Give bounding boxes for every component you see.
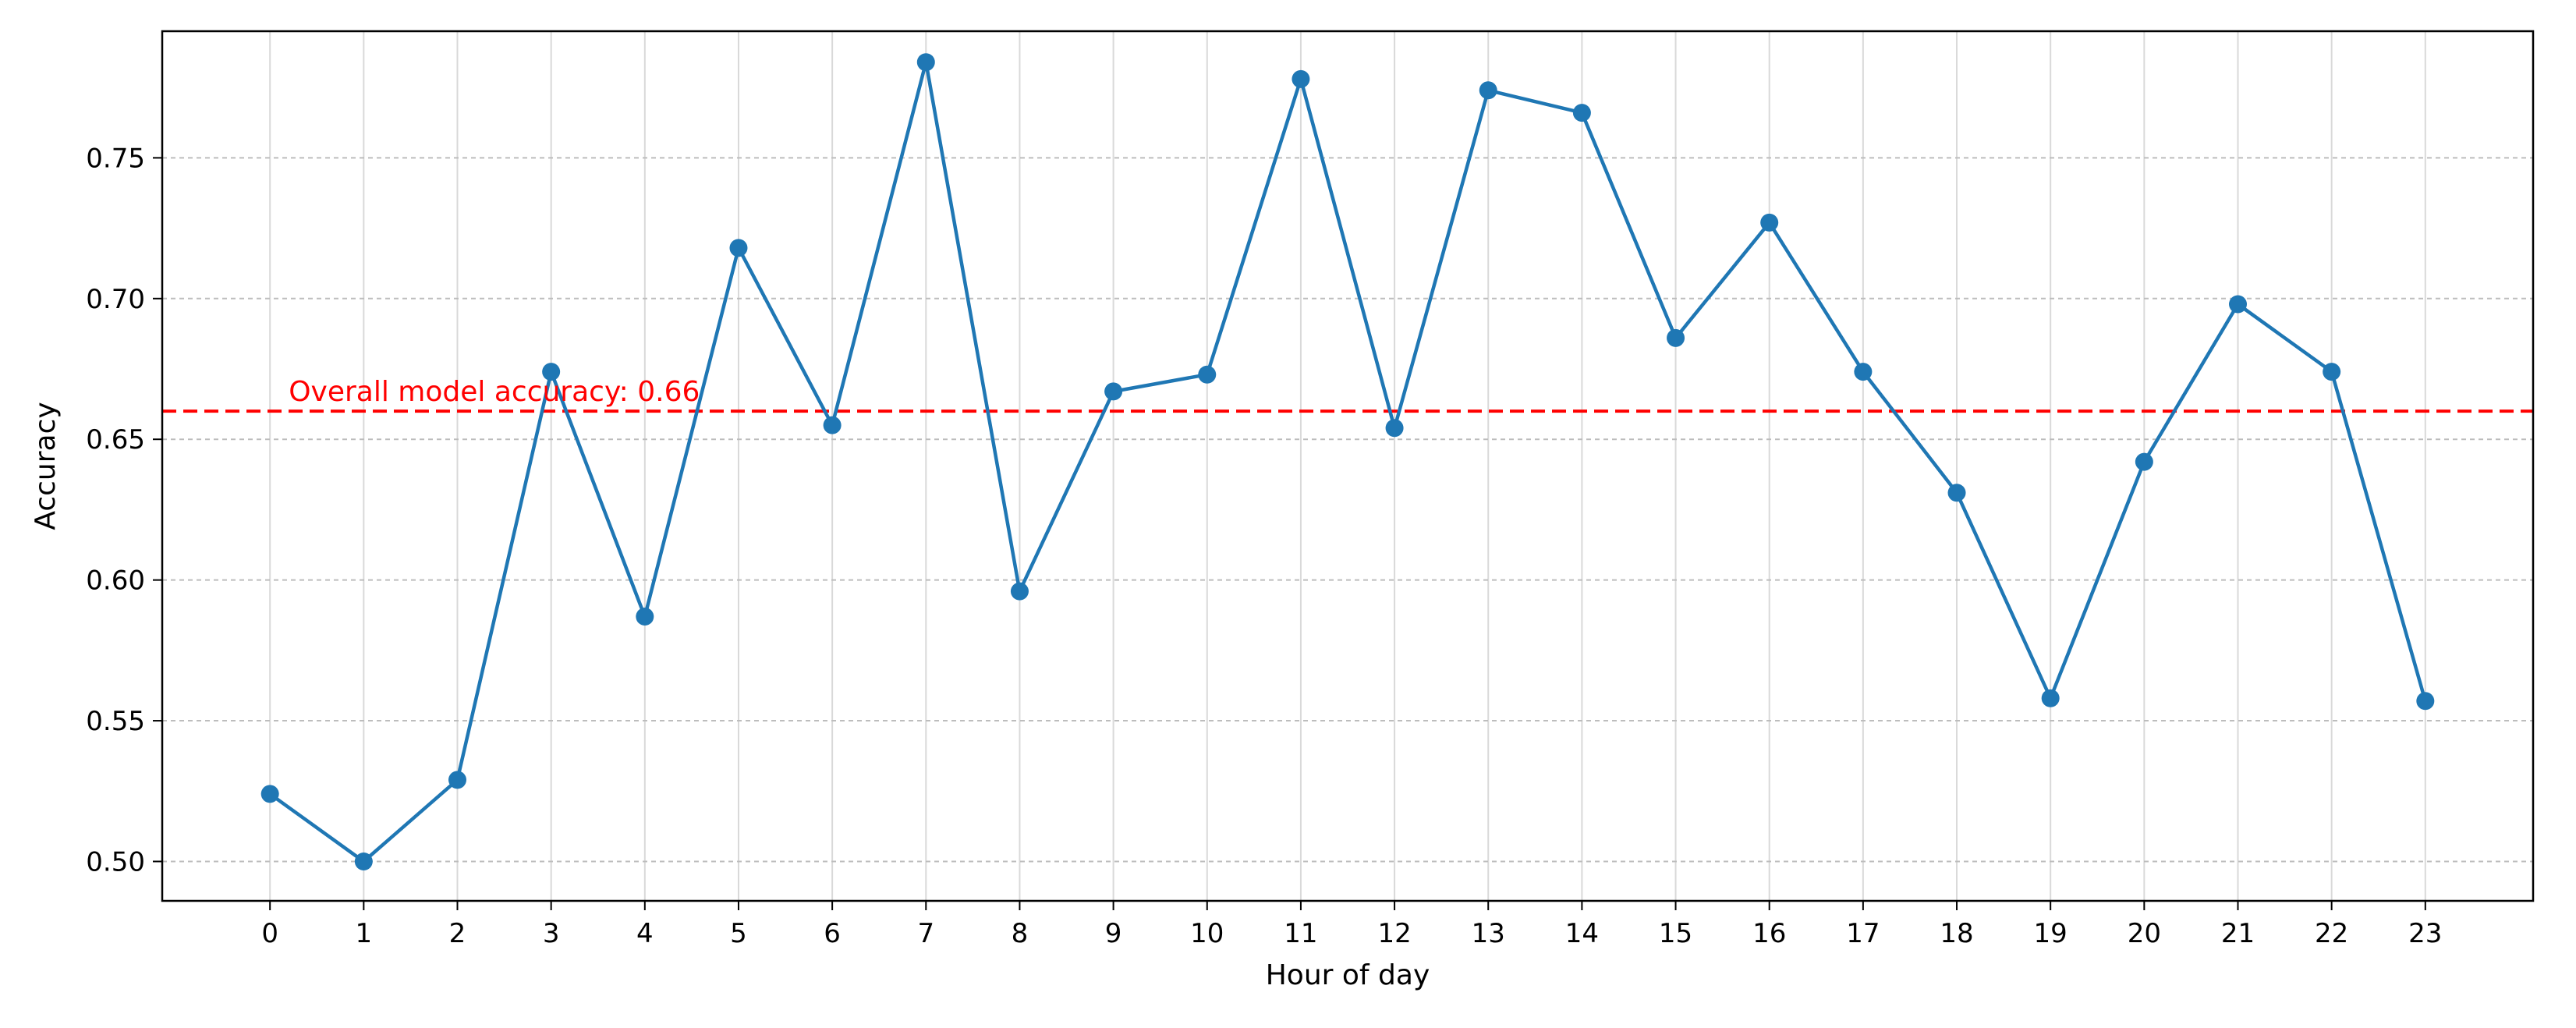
data-point [2041,689,2060,707]
y-tick-label: 0.60 [86,565,145,597]
x-axis-ticks: 0 1 2 3 4 5 6 7 8 9 10 11 12 13 14 15 16 17 18 19 20 21 22 23 [261,901,2442,949]
x-tick-label: 12 [1377,918,1411,949]
data-point [1292,69,1310,88]
data-point [1385,419,1404,438]
x-tick-label: 9 [1105,918,1122,949]
data-point [2229,295,2248,314]
data-point [1010,582,1029,601]
x-tick-label: 3 [543,918,560,949]
data-point [1572,104,1591,122]
x-tick-label: 23 [2408,918,2442,949]
data-point [2135,452,2153,471]
y-tick-label: 0.65 [86,424,145,456]
y-axis-ticks: 0.50 0.55 0.60 0.65 0.70 0.75 [86,143,162,877]
x-tick-label: 0 [261,918,278,949]
x-tick-label: 7 [917,918,934,949]
x-tick-label: 19 [2034,918,2068,949]
x-tick-label: 6 [824,918,841,949]
data-point [916,53,935,72]
data-point [1104,382,1123,401]
data-point [1854,363,1873,381]
y-axis-label: Accuracy [30,402,62,530]
x-tick-label: 15 [1659,918,1692,949]
x-tick-label: 22 [2315,918,2348,949]
x-tick-label: 16 [1752,918,1786,949]
x-tick-label: 20 [2128,918,2161,949]
x-tick-label: 18 [1940,918,1973,949]
y-tick-label: 0.55 [86,706,145,737]
x-tick-label: 10 [1190,918,1224,949]
x-tick-label: 5 [730,918,747,949]
x-tick-label: 14 [1565,918,1599,949]
x-tick-label: 17 [1846,918,1880,949]
grid-lines [162,31,2533,901]
data-point [1479,81,1497,100]
series-line [268,60,2427,863]
x-axis-label: Hour of day [1266,959,1430,991]
data-point [542,363,561,381]
x-tick-label: 2 [449,918,466,949]
reference-line-label: Overall model accuracy: 0.66 [289,376,700,408]
data-point [823,416,842,434]
x-tick-label: 13 [1472,918,1505,949]
data-point [2416,692,2435,711]
data-point [1760,213,1779,232]
data-point [2323,363,2341,381]
data-point [729,239,748,257]
x-tick-label: 8 [1012,918,1029,949]
y-tick-label: 0.50 [86,846,145,877]
y-tick-label: 0.70 [86,284,145,315]
data-point [636,608,654,626]
x-tick-label: 4 [636,918,654,949]
data-point [448,771,466,789]
data-point [354,852,373,870]
data-point [1667,328,1685,347]
plot-area-frame [161,30,2535,902]
data-point [1198,365,1217,384]
x-tick-label: 11 [1284,918,1317,949]
x-tick-label: 21 [2221,918,2255,949]
data-point [1947,484,1966,502]
series-group [260,53,2435,870]
x-tick-label: 1 [356,918,373,949]
data-point [260,785,279,803]
y-tick-label: 0.75 [86,143,145,174]
